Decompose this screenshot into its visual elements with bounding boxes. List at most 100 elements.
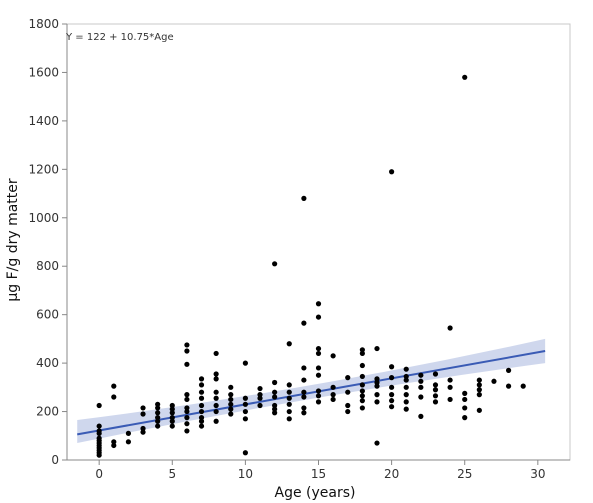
data-point xyxy=(389,384,395,390)
data-point xyxy=(228,392,234,398)
data-point xyxy=(359,350,365,357)
data-point xyxy=(272,410,278,416)
data-point xyxy=(96,435,102,441)
data-point xyxy=(140,405,146,411)
data-point xyxy=(447,377,453,383)
data-point xyxy=(447,325,453,331)
y-tick-label: 1400 xyxy=(28,114,59,128)
data-point xyxy=(213,389,219,395)
data-point xyxy=(374,376,380,382)
data-point xyxy=(286,408,292,415)
data-point xyxy=(301,320,307,326)
data-point xyxy=(403,399,409,405)
data-point xyxy=(184,421,190,427)
data-point xyxy=(315,365,322,371)
data-point xyxy=(96,423,102,429)
data-point xyxy=(169,423,175,429)
data-point xyxy=(286,341,292,347)
data-point xyxy=(505,383,512,389)
data-point xyxy=(359,398,365,404)
data-point xyxy=(418,372,424,378)
data-point xyxy=(272,402,278,409)
y-tick-label: 200 xyxy=(36,405,59,419)
data-point xyxy=(315,314,322,320)
data-point xyxy=(286,382,292,388)
data-point xyxy=(111,442,117,449)
data-point xyxy=(476,407,482,413)
data-point xyxy=(476,387,482,393)
data-point xyxy=(111,383,117,389)
data-point xyxy=(228,401,234,407)
data-point xyxy=(432,387,439,393)
data-point xyxy=(359,393,365,399)
data-point xyxy=(213,402,219,409)
data-point xyxy=(432,399,439,405)
data-point xyxy=(184,348,190,354)
data-point xyxy=(359,405,365,411)
y-tick-label: 600 xyxy=(36,308,59,322)
data-point xyxy=(374,440,380,446)
data-point xyxy=(359,347,365,353)
data-point xyxy=(242,401,248,407)
data-point xyxy=(155,410,161,416)
data-point xyxy=(111,439,117,445)
data-point xyxy=(155,401,161,407)
data-point xyxy=(432,371,439,377)
data-point xyxy=(228,384,234,390)
y-tick-label: 800 xyxy=(36,259,59,273)
data-point xyxy=(389,364,395,370)
data-point xyxy=(198,423,205,429)
x-tick-label: 25 xyxy=(457,467,472,481)
data-point xyxy=(125,430,132,436)
data-point xyxy=(330,353,336,359)
data-point xyxy=(345,389,351,395)
data-point xyxy=(257,402,263,409)
data-point xyxy=(272,261,278,267)
data-points-layer xyxy=(96,74,526,458)
data-point xyxy=(374,392,380,398)
data-point xyxy=(403,384,409,390)
data-point xyxy=(286,416,292,422)
data-point xyxy=(374,379,380,386)
data-point xyxy=(462,415,468,421)
data-point xyxy=(272,394,278,400)
data-point xyxy=(96,428,102,434)
data-point xyxy=(315,393,322,399)
data-point xyxy=(315,345,322,352)
data-point xyxy=(213,371,219,377)
data-point xyxy=(418,394,424,400)
data-point xyxy=(418,384,424,390)
data-point xyxy=(228,406,234,412)
data-point xyxy=(432,393,439,399)
data-point xyxy=(140,429,146,435)
data-point xyxy=(184,415,190,421)
data-point xyxy=(96,402,102,409)
data-point xyxy=(184,361,190,367)
y-tick-label: 1000 xyxy=(28,211,59,225)
data-point xyxy=(345,375,351,381)
y-tick-label: 400 xyxy=(36,356,59,370)
data-point xyxy=(403,406,409,412)
data-point xyxy=(330,396,336,403)
data-point xyxy=(462,396,468,403)
data-point xyxy=(389,398,395,404)
data-point xyxy=(345,408,351,415)
data-point xyxy=(242,450,248,456)
data-point xyxy=(140,411,146,417)
data-point xyxy=(111,394,117,400)
y-tick-label: 1600 xyxy=(28,65,59,79)
data-point xyxy=(257,385,263,392)
axes-layer xyxy=(62,23,570,465)
data-point xyxy=(198,389,205,395)
data-point xyxy=(242,395,248,401)
data-point xyxy=(198,382,205,388)
data-point xyxy=(272,406,278,412)
data-point xyxy=(272,379,278,386)
data-point xyxy=(155,423,161,429)
data-point xyxy=(286,395,292,401)
data-point xyxy=(403,373,409,380)
data-point xyxy=(374,399,380,405)
y-tick-label: 1200 xyxy=(28,162,59,176)
data-point xyxy=(213,350,219,357)
